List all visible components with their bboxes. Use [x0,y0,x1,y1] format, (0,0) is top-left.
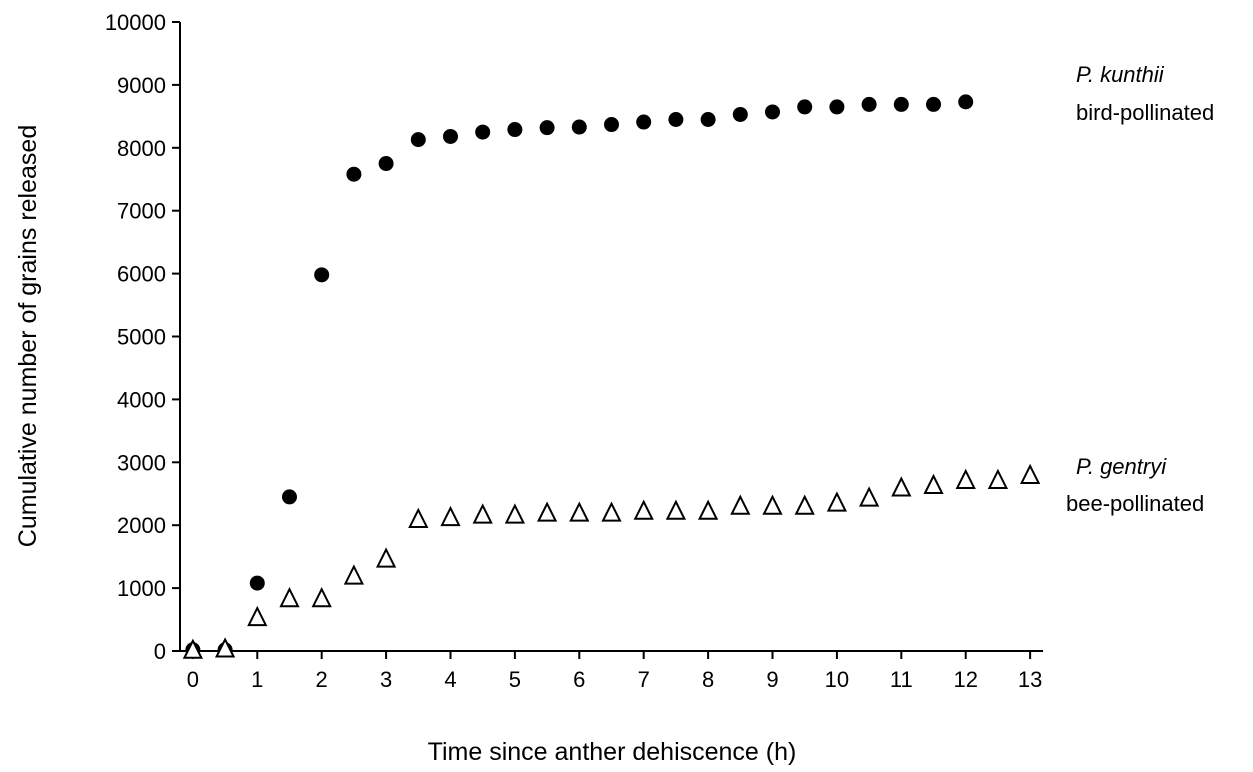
series-label-p-gentryi-pollination: bee-pollinated [1066,491,1204,516]
p-kunthii-point [765,104,781,120]
y-tick-label: 2000 [117,513,166,538]
p-gentryi-point [730,494,751,515]
p-gentryi-point [182,638,203,659]
p-kunthii-point [797,99,813,115]
p-gentryi-point [279,586,300,608]
x-tick-label: 5 [509,667,521,692]
y-ticks: 0 1000 2000 3000 4000 5000 6000 7000 8000 9000 100… [105,10,180,664]
y-tick-label: 1000 [117,576,166,601]
y-tick-label: 10000 [105,10,166,35]
p-kunthii-point [507,122,523,138]
p-gentryi-point [536,501,558,522]
p-gentryi-point [826,491,848,512]
p-gentryi-point [569,501,590,522]
x-tick-label: 2 [316,667,328,692]
p-gentryi-point [311,586,332,608]
x-tick-label: 11 [890,667,913,692]
p-kunthii-point [571,119,587,135]
series-label-p-gentryi-species: P. gentryi [1076,454,1167,479]
axes [179,22,1043,652]
p-gentryi-point [1020,463,1041,484]
y-tick-label: 8000 [117,136,166,161]
p-kunthii-point [249,575,265,591]
y-tick-label: 6000 [117,262,166,287]
p-gentryi-point [343,564,365,585]
p-gentryi-point [633,499,654,520]
y-tick-label: 7000 [117,199,166,224]
y-tick-label: 3000 [117,450,166,475]
x-tick-label: 9 [766,667,778,692]
p-kunthii-point [861,96,877,112]
series-label-p-kunthii-pollination: bird-pollinated [1076,100,1214,125]
x-axis-title: Time since anther dehiscence (h) [428,738,797,766]
p-kunthii-point [732,106,748,122]
p-gentryi-point [247,605,268,627]
p-gentryi-point [955,468,976,489]
y-tick-label: 9000 [117,73,166,98]
p-kunthii-point [539,120,555,136]
y-axis-title: Cumulative number of grains released [14,125,42,547]
p-kunthii-point [893,96,909,112]
p-kunthii-point [668,111,684,127]
p-kunthii-point [829,99,845,115]
p-gentryi-point [665,499,687,520]
series-label-p-kunthii-species: P. kunthii [1076,62,1165,87]
p-gentryi-point [762,494,783,515]
x-tick-label: 4 [444,667,456,692]
p-gentryi-point [214,637,236,658]
x-tick-label: 12 [953,667,977,692]
p-kunthii-point [346,166,362,182]
p-kunthii-point [410,132,426,148]
y-tick-label: 0 [154,639,166,664]
p-kunthii-point [281,489,297,505]
x-tick-label: 7 [638,667,650,692]
x-tick-label: 8 [702,667,714,692]
p-gentryi-point [472,503,493,524]
p-kunthii-point [636,114,652,130]
y-tick-label: 4000 [117,387,166,412]
x-tick-label: 6 [573,667,585,692]
p-kunthii-point [604,117,619,133]
x-ticks: 0 1 2 3 4 5 6 7 8 9 10 11 12 13 [187,651,1042,692]
p-kunthii-point [926,96,942,112]
p-gentryi-point [697,499,719,520]
x-tick-label: 1 [251,667,263,692]
x-tick-label: 0 [187,667,199,692]
p-gentryi-point [891,476,912,497]
p-gentryi-point [987,468,1009,489]
p-kunthii-point [475,124,491,140]
x-tick-label: 13 [1018,667,1042,692]
p-kunthii-point [442,128,458,144]
p-kunthii-point [378,156,394,172]
p-gentryi-point [923,473,944,495]
p-gentryi-point [408,507,429,528]
x-tick-label: 3 [380,667,392,692]
p-kunthii-point [958,94,974,110]
markers [182,94,1041,659]
p-kunthii-point [314,267,330,283]
p-gentryi-point [375,547,397,568]
y-tick-label: 5000 [117,325,166,350]
p-gentryi-point [858,486,880,507]
p-gentryi-point [504,503,526,524]
p-kunthii-point [700,111,716,127]
p-gentryi-point [601,501,622,522]
x-tick-label: 10 [825,667,849,692]
p-gentryi-point [440,505,461,527]
p-gentryi-point [794,494,815,515]
